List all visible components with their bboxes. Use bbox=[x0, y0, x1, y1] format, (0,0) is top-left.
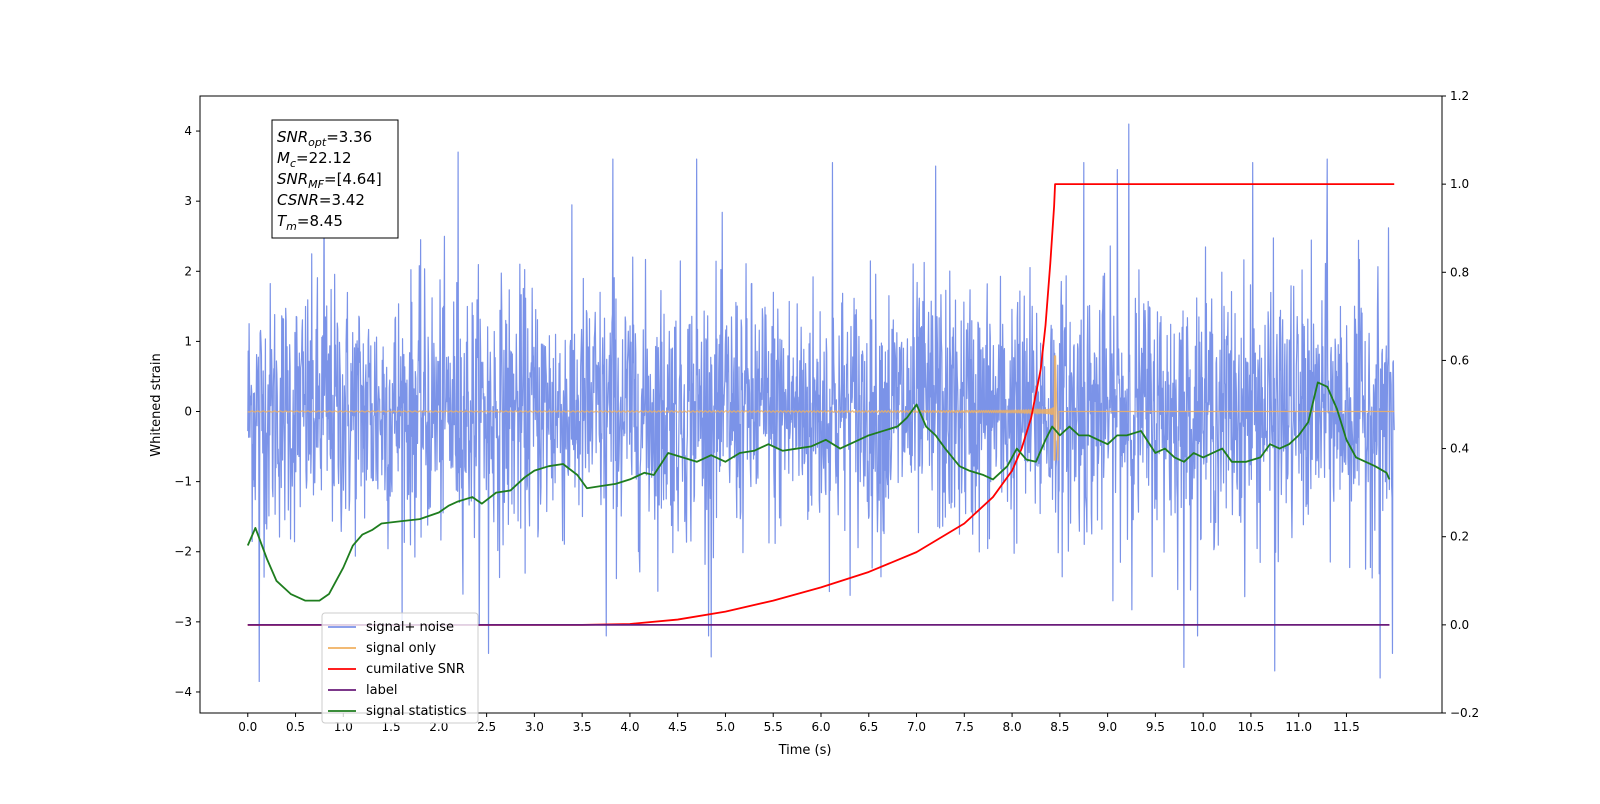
x-tick-label: 9.5 bbox=[1146, 720, 1165, 734]
legend: signal+ noise signal only cumilative SNR la… bbox=[321, 612, 479, 724]
legend-entry-label: cumilative SNR bbox=[366, 662, 465, 677]
annotation-line: SNRMF=[4.64] bbox=[277, 170, 382, 191]
series-line bbox=[247, 183, 1395, 626]
y-tick-label: −1 bbox=[174, 475, 192, 489]
y2-tick-label: 0.2 bbox=[1450, 530, 1469, 544]
series-signal-noise bbox=[247, 123, 1395, 683]
y2-tick-label: 0.0 bbox=[1450, 618, 1469, 632]
series-line bbox=[247, 355, 1395, 461]
y2-tick-label: 1.0 bbox=[1450, 177, 1469, 191]
x-tick-label: 0.5 bbox=[286, 720, 305, 734]
annotation-symbol: CSNR bbox=[277, 191, 319, 209]
annotation-symbol: T bbox=[277, 212, 288, 230]
y2-tick-label: 0.4 bbox=[1450, 442, 1469, 456]
x-tick-label: 3.0 bbox=[525, 720, 544, 734]
x-tick-label: 11.0 bbox=[1285, 720, 1312, 734]
series-line bbox=[247, 123, 1395, 683]
x-axis-label: Time (s) bbox=[778, 743, 832, 758]
annotation-symbol: M bbox=[277, 149, 290, 167]
x-tick-label: 8.0 bbox=[1003, 720, 1022, 734]
annotation-subscript: m bbox=[286, 220, 297, 233]
x-tick-label: 5.5 bbox=[764, 720, 783, 734]
y2-tick-label: 0.8 bbox=[1450, 265, 1469, 279]
series-cumilative-snr bbox=[247, 183, 1395, 626]
x-tick-label: 8.5 bbox=[1050, 720, 1069, 734]
y-tick-label: 1 bbox=[184, 334, 192, 348]
annotation-symbol: SNR bbox=[277, 170, 308, 188]
x-tick-label: 3.5 bbox=[573, 720, 592, 734]
legend-entry-label: signal statistics bbox=[366, 704, 467, 719]
annotation-subscript: opt bbox=[308, 136, 327, 149]
x-tick-label: 10.5 bbox=[1238, 720, 1265, 734]
y-tick-label: 0 bbox=[184, 405, 192, 419]
legend-frame bbox=[321, 612, 479, 724]
x-tick-label: 4.5 bbox=[668, 720, 687, 734]
annotation-value: =22.12 bbox=[296, 149, 352, 167]
annotation-line: Tm=8.45 bbox=[277, 212, 343, 233]
y-tick-label: 4 bbox=[184, 124, 192, 138]
annotation-value: =3.42 bbox=[319, 191, 365, 209]
x-tick-label: 5.0 bbox=[716, 720, 735, 734]
legend-entry-label: signal+ noise bbox=[366, 620, 454, 635]
annotation-line: Mc=22.12 bbox=[277, 149, 352, 170]
annotation-subscript: MF bbox=[308, 178, 324, 191]
x-tick-label: 11.5 bbox=[1333, 720, 1360, 734]
x-tick-label: 7.5 bbox=[955, 720, 974, 734]
annotation-frame bbox=[271, 119, 399, 239]
y-axis-label: Whitened strain bbox=[149, 353, 164, 456]
y-axis-left: −4 −3 −2 −1 0 1 2 3 4 bbox=[174, 124, 200, 699]
x-tick-label: 9.0 bbox=[1098, 720, 1117, 734]
annotation-symbol: SNR bbox=[277, 128, 308, 146]
series-line bbox=[246, 381, 1391, 602]
y-axis-right: −0.2 0.0 0.2 0.4 0.6 0.8 1.0 1.2 bbox=[1442, 89, 1479, 720]
legend-entry-label: signal only bbox=[366, 641, 436, 656]
annotation-value: =3.36 bbox=[326, 128, 372, 146]
y2-tick-label: 0.6 bbox=[1450, 353, 1469, 367]
annotation-value: =8.45 bbox=[297, 212, 343, 230]
series-signal-only bbox=[247, 355, 1395, 461]
y-tick-label: 3 bbox=[184, 194, 192, 208]
y2-tick-label: −0.2 bbox=[1450, 706, 1479, 720]
y2-tick-label: 1.2 bbox=[1450, 89, 1469, 103]
annotation-subscript: c bbox=[290, 157, 296, 170]
y-tick-label: −3 bbox=[174, 615, 192, 629]
annotation-line: SNRopt=3.36 bbox=[277, 128, 372, 149]
legend-entry-label: label bbox=[366, 683, 397, 698]
annotation-box: SNRopt=3.36Mc=22.12SNRMF=[4.64]CSNR=3.42… bbox=[271, 119, 399, 239]
y-tick-label: 2 bbox=[184, 264, 192, 278]
x-tick-label: 6.5 bbox=[859, 720, 878, 734]
x-tick-label: 0.0 bbox=[238, 720, 257, 734]
x-tick-label: 4.0 bbox=[620, 720, 639, 734]
annotation-value: =[4.64] bbox=[324, 170, 382, 188]
series-layer bbox=[246, 123, 1395, 683]
annotation-line: CSNR=3.42 bbox=[277, 191, 365, 209]
x-tick-label: 10.0 bbox=[1190, 720, 1217, 734]
y-tick-label: −2 bbox=[174, 545, 192, 559]
y-tick-label: −4 bbox=[174, 685, 192, 699]
series-signal-statistics bbox=[246, 381, 1391, 602]
x-tick-label: 7.0 bbox=[907, 720, 926, 734]
x-tick-label: 6.0 bbox=[811, 720, 830, 734]
x-tick-label: 2.5 bbox=[477, 720, 496, 734]
